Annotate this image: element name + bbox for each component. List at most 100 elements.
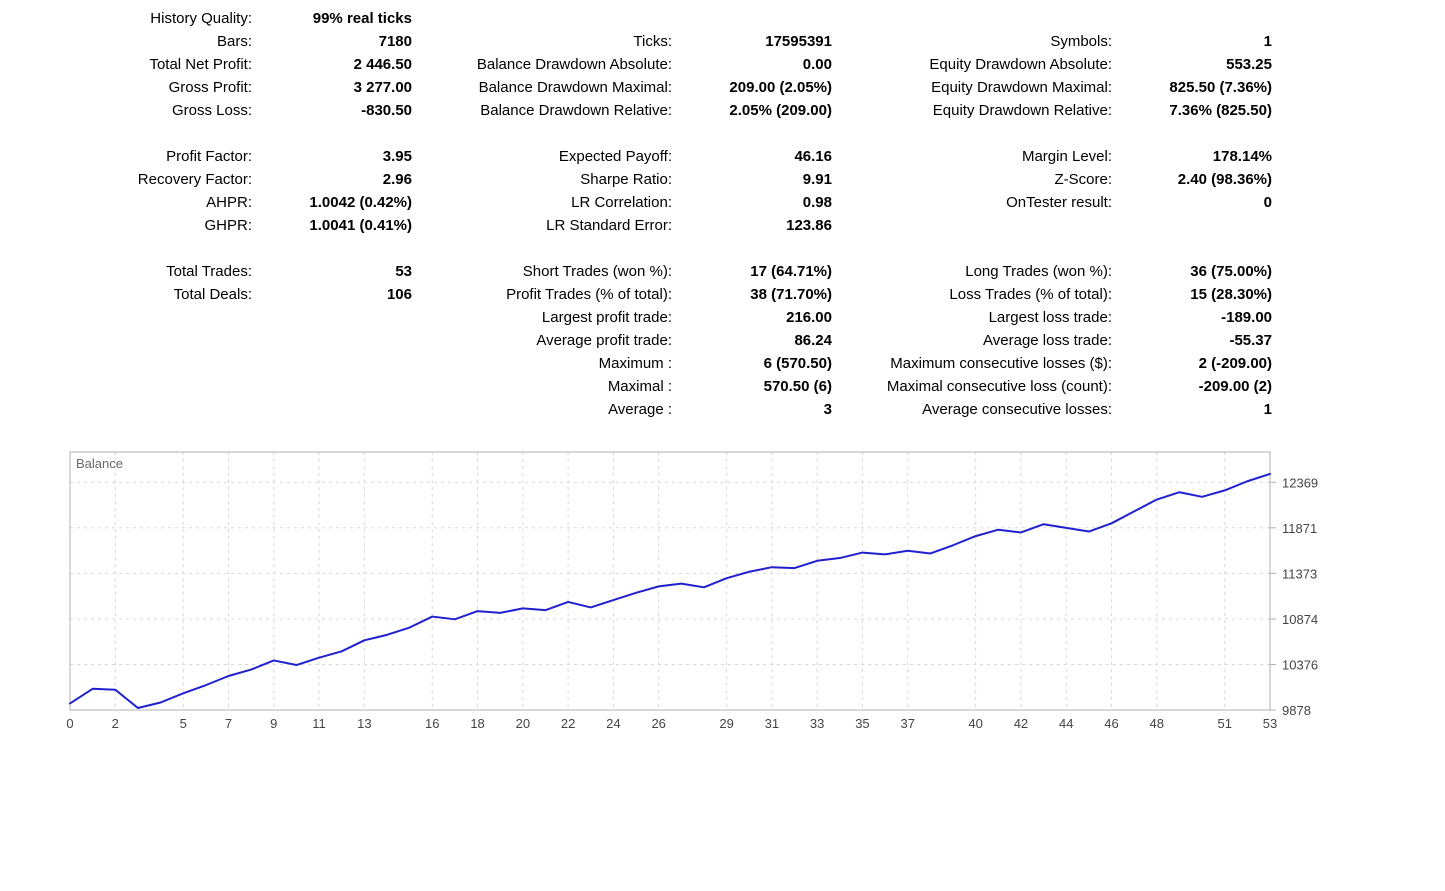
label-largest-loss: Largest loss trade:: [850, 309, 1130, 326]
label-z-score: Z-Score:: [850, 171, 1130, 188]
label-avg-cons-wins: Average :: [430, 401, 690, 418]
svg-text:Balance: Balance: [76, 456, 123, 471]
value-gross-loss: -830.50: [270, 102, 430, 119]
value-loss-trades: 15 (28.30%): [1130, 286, 1290, 303]
label-margin-level: Margin Level:: [850, 148, 1130, 165]
value-net-profit: 2 446.50: [270, 56, 430, 73]
value-total-trades: 53: [270, 263, 430, 280]
svg-text:40: 40: [968, 716, 982, 731]
value-bal-dd-abs: 0.00: [690, 56, 850, 73]
label-ontester: OnTester result:: [850, 194, 1130, 211]
value-long-trades: 36 (75.00%): [1130, 263, 1290, 280]
label-ticks: Ticks:: [430, 33, 690, 50]
value-total-deals: 106: [270, 286, 430, 303]
label-profit-factor: Profit Factor:: [60, 148, 270, 165]
label-expected-payoff: Expected Payoff:: [430, 148, 690, 165]
label-net-profit: Total Net Profit:: [60, 56, 270, 73]
value-gross-profit: 3 277.00: [270, 79, 430, 96]
value-bars: 7180: [270, 33, 430, 50]
label-gross-profit: Gross Profit:: [60, 79, 270, 96]
value-margin-level: 178.14%: [1130, 148, 1290, 165]
svg-text:44: 44: [1059, 716, 1073, 731]
svg-text:11373: 11373: [1282, 566, 1317, 581]
value-recovery-factor: 2.96: [270, 171, 430, 188]
svg-text:13: 13: [357, 716, 371, 731]
value-lr-stderr: 123.86: [690, 217, 850, 234]
label-bal-dd-max: Balance Drawdown Maximal:: [430, 79, 690, 96]
value-z-score: 2.40 (98.36%): [1130, 171, 1290, 188]
svg-text:9878: 9878: [1282, 703, 1311, 718]
label-eq-dd-rel: Equity Drawdown Relative:: [850, 102, 1130, 119]
label-ghpr: GHPR:: [60, 217, 270, 234]
value-history-quality: 99% real ticks: [270, 10, 430, 27]
value-bal-dd-rel: 2.05% (209.00): [690, 102, 850, 119]
value-max-cons-wins: 6 (570.50): [690, 355, 850, 372]
value-avg-cons-losses: 1: [1130, 401, 1290, 418]
svg-text:22: 22: [561, 716, 575, 731]
value-ahpr: 1.0042 (0.42%): [270, 194, 430, 211]
label-bal-dd-rel: Balance Drawdown Relative:: [430, 102, 690, 119]
label-eq-dd-max: Equity Drawdown Maximal:: [850, 79, 1130, 96]
svg-text:33: 33: [810, 716, 824, 731]
label-long-trades: Long Trades (won %):: [850, 263, 1130, 280]
svg-text:2: 2: [112, 716, 119, 731]
value-avg-loss: -55.37: [1130, 332, 1290, 349]
svg-text:7: 7: [225, 716, 232, 731]
label-symbols: Symbols:: [850, 33, 1130, 50]
label-total-trades: Total Trades:: [60, 263, 270, 280]
label-history-quality: History Quality:: [60, 10, 270, 27]
svg-text:26: 26: [651, 716, 665, 731]
stats-table: History Quality: 99% real ticks Bars: 71…: [60, 10, 1385, 418]
svg-text:12369: 12369: [1282, 475, 1318, 490]
value-profit-trades: 38 (71.70%): [690, 286, 850, 303]
value-max-cons-losses: 2 (-209.00): [1130, 355, 1290, 372]
label-bars: Bars:: [60, 33, 270, 50]
label-avg-loss: Average loss trade:: [850, 332, 1130, 349]
svg-text:37: 37: [901, 716, 915, 731]
value-eq-dd-rel: 7.36% (825.50): [1130, 102, 1290, 119]
label-maximal-cons-losses: Maximal consecutive loss (count):: [850, 378, 1130, 395]
svg-text:53: 53: [1263, 716, 1277, 731]
svg-text:46: 46: [1104, 716, 1118, 731]
value-symbols: 1: [1130, 33, 1290, 50]
svg-text:51: 51: [1217, 716, 1231, 731]
label-max-cons-losses: Maximum consecutive losses ($):: [850, 355, 1130, 372]
label-ahpr: AHPR:: [60, 194, 270, 211]
value-bal-dd-max: 209.00 (2.05%): [690, 79, 850, 96]
value-eq-dd-max: 825.50 (7.36%): [1130, 79, 1290, 96]
value-eq-dd-abs: 553.25: [1130, 56, 1290, 73]
value-avg-cons-wins: 3: [690, 401, 850, 418]
svg-text:29: 29: [719, 716, 733, 731]
label-sharpe: Sharpe Ratio:: [430, 171, 690, 188]
label-maximal-cons-wins: Maximal :: [430, 378, 690, 395]
svg-text:10874: 10874: [1282, 612, 1318, 627]
report-page: History Quality: 99% real ticks Bars: 71…: [0, 0, 1445, 770]
svg-text:42: 42: [1014, 716, 1028, 731]
label-max-cons-wins: Maximum :: [430, 355, 690, 372]
value-largest-profit: 216.00: [690, 309, 850, 326]
svg-text:11: 11: [312, 716, 326, 731]
svg-text:5: 5: [180, 716, 187, 731]
svg-text:0: 0: [66, 716, 73, 731]
svg-text:10376: 10376: [1282, 657, 1318, 672]
svg-text:48: 48: [1150, 716, 1164, 731]
value-ticks: 17595391: [690, 33, 850, 50]
svg-text:18: 18: [470, 716, 484, 731]
label-gross-loss: Gross Loss:: [60, 102, 270, 119]
svg-text:35: 35: [855, 716, 869, 731]
label-eq-dd-abs: Equity Drawdown Absolute:: [850, 56, 1130, 73]
svg-text:24: 24: [606, 716, 620, 731]
svg-text:9: 9: [270, 716, 277, 731]
svg-text:20: 20: [516, 716, 530, 731]
svg-text:16: 16: [425, 716, 439, 731]
value-lr-corr: 0.98: [690, 194, 850, 211]
value-sharpe: 9.91: [690, 171, 850, 188]
label-recovery-factor: Recovery Factor:: [60, 171, 270, 188]
value-short-trades: 17 (64.71%): [690, 263, 850, 280]
svg-text:31: 31: [765, 716, 779, 731]
label-total-deals: Total Deals:: [60, 286, 270, 303]
label-lr-stderr: LR Standard Error:: [430, 217, 690, 234]
label-loss-trades: Loss Trades (% of total):: [850, 286, 1130, 303]
value-profit-factor: 3.95: [270, 148, 430, 165]
label-short-trades: Short Trades (won %):: [430, 263, 690, 280]
